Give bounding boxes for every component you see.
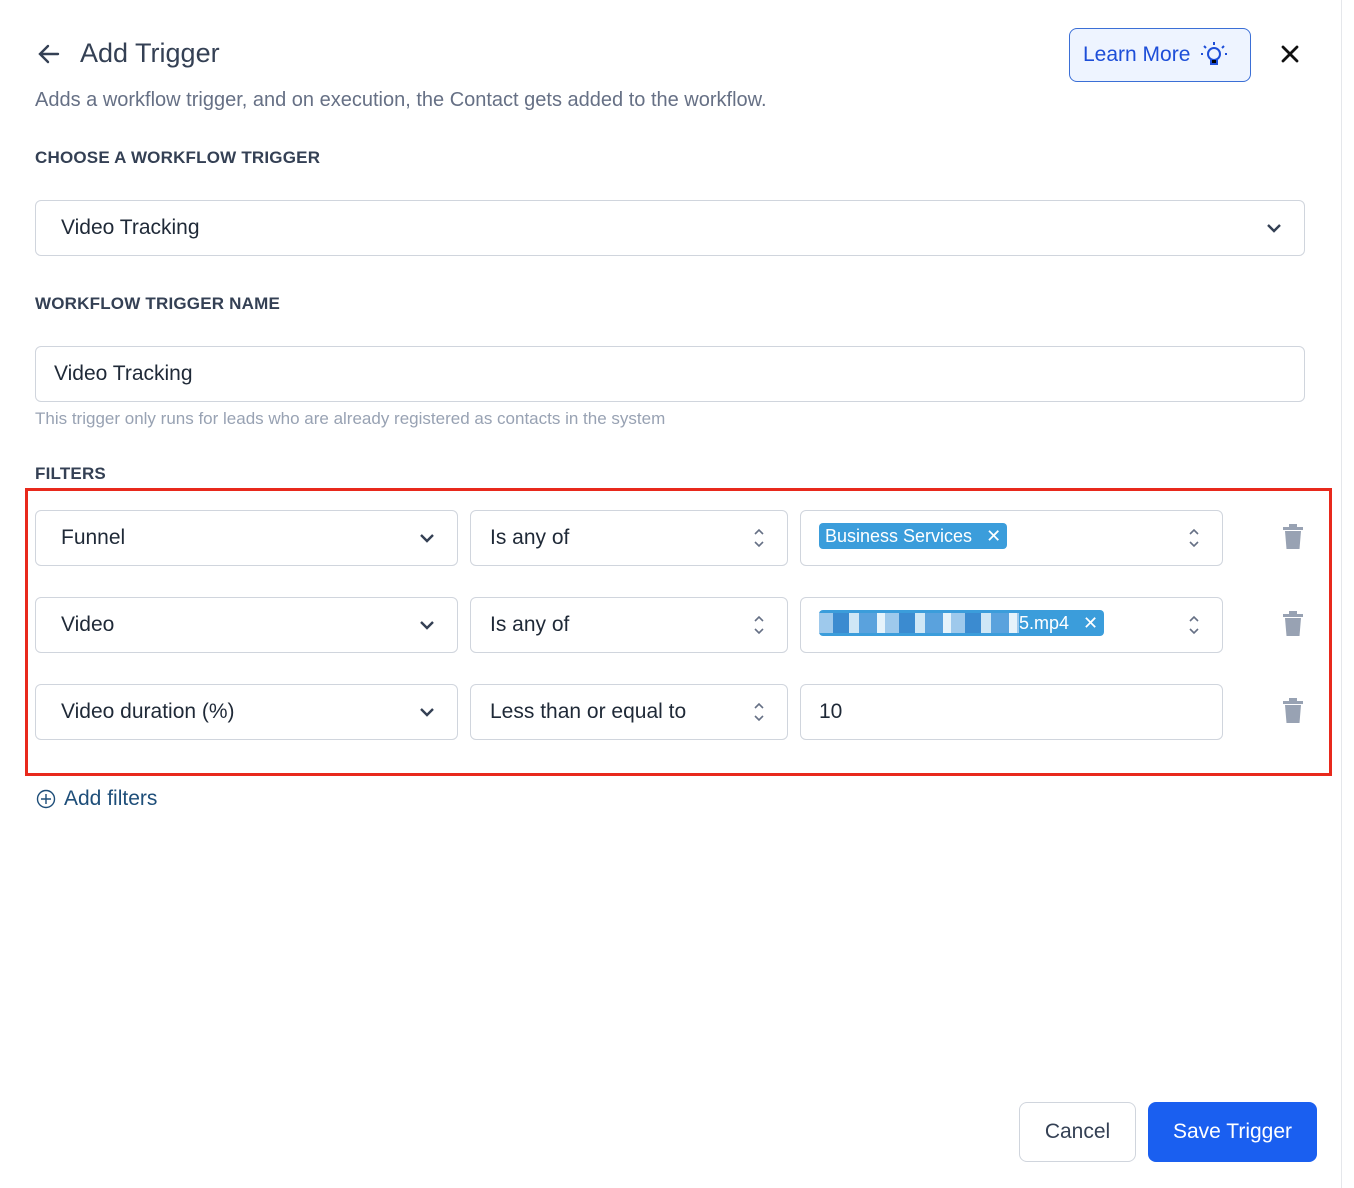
value-tag: Business Services ✕ [819,523,1008,549]
name-label: WORKFLOW TRIGGER NAME [35,294,281,313]
filter-operator-value: Is any of [490,526,570,549]
close-icon[interactable] [1278,42,1302,66]
trash-icon[interactable] [1281,522,1305,550]
trash-icon[interactable] [1281,696,1305,724]
filter-operator-value: Is any of [490,613,570,636]
lightbulb-icon [1201,42,1228,65]
chevron-down-icon [420,708,434,717]
tag-remove-icon[interactable]: ✕ [1083,612,1099,633]
filters-label: FILTERS [35,464,106,483]
filter-operator-select[interactable]: Is any of [470,510,788,566]
tag-remove-icon[interactable]: ✕ [986,525,1002,546]
filter-value: 10 [819,700,843,723]
tag-label: 5.mp4 [1019,612,1070,633]
cancel-button[interactable]: Cancel [1019,1102,1136,1162]
filter-field-select[interactable]: Video [35,597,458,653]
chevron-down-icon [420,534,434,543]
chevron-down-icon [1267,224,1281,233]
page-title: Add Trigger [80,38,220,68]
tag-label: Business Services [825,525,973,546]
trigger-name-help: This trigger only runs for leads who are… [35,409,666,428]
filter-operator-select[interactable]: Is any of [470,597,788,653]
updown-icon [1189,615,1199,635]
page-description: Adds a workflow trigger, and on executio… [35,89,767,111]
updown-icon [1189,528,1199,548]
chevron-down-icon [420,621,434,630]
trigger-label: CHOOSE A WORKFLOW TRIGGER [35,148,321,167]
filter-field-value: Funnel [61,526,126,549]
filter-operator-value: Less than or equal to [490,700,687,723]
updown-icon [754,702,764,722]
trigger-select-value: Video Tracking [61,216,200,239]
filter-value-select[interactable]: 5.mp4 ✕ [800,597,1223,653]
updown-icon [754,615,764,635]
filter-value-input[interactable]: 10 [800,684,1223,740]
filter-field-select[interactable]: Funnel [35,510,458,566]
value-tag: 5.mp4 ✕ [819,610,1105,636]
trigger-name-value: Video Tracking [54,362,193,385]
add-filters-label: Add filters [64,787,158,810]
highlight-box [25,488,1332,776]
filter-field-select[interactable]: Video duration (%) [35,684,458,740]
filter-field-value: Video duration (%) [61,700,235,723]
plus-circle-icon [36,789,56,809]
trash-icon[interactable] [1281,609,1305,637]
updown-icon [754,528,764,548]
filter-operator-select[interactable]: Less than or equal to [470,684,788,740]
filter-value-select[interactable]: Business Services ✕ [800,510,1223,566]
learn-more-label: Learn More [1083,43,1191,66]
back-arrow-icon[interactable] [36,40,62,68]
filter-field-value: Video [61,613,115,636]
trigger-name-input[interactable]: Video Tracking [35,346,1305,402]
trigger-select[interactable]: Video Tracking [35,200,1305,256]
redacted-filename [819,613,1019,633]
learn-more-button[interactable]: Learn More [1069,28,1251,82]
save-trigger-button[interactable]: Save Trigger [1148,1102,1317,1162]
add-filters-button[interactable]: Add filters [36,787,157,811]
